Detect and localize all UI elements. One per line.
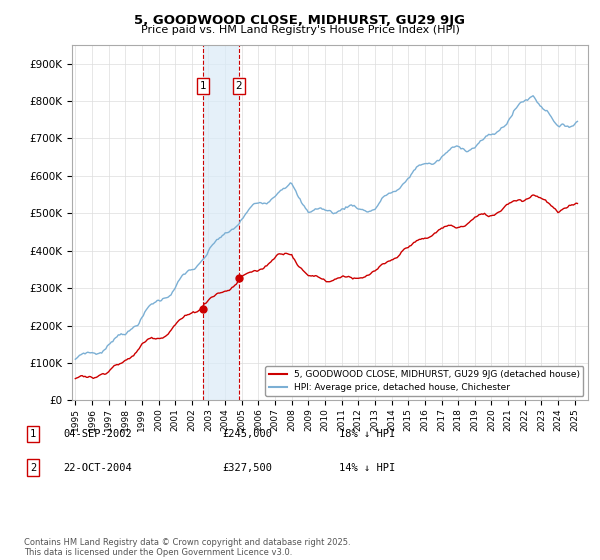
Legend: 5, GOODWOOD CLOSE, MIDHURST, GU29 9JG (detached house), HPI: Average price, deta: 5, GOODWOOD CLOSE, MIDHURST, GU29 9JG (d… bbox=[265, 366, 583, 396]
Text: £327,500: £327,500 bbox=[222, 463, 272, 473]
Text: 2: 2 bbox=[236, 81, 242, 91]
Text: 14% ↓ HPI: 14% ↓ HPI bbox=[339, 463, 395, 473]
Bar bbox=[203, 45, 239, 400]
Text: 1: 1 bbox=[30, 429, 36, 439]
Text: Price paid vs. HM Land Registry's House Price Index (HPI): Price paid vs. HM Land Registry's House … bbox=[140, 25, 460, 35]
Text: Contains HM Land Registry data © Crown copyright and database right 2025.
This d: Contains HM Land Registry data © Crown c… bbox=[24, 538, 350, 557]
Text: 04-SEP-2002: 04-SEP-2002 bbox=[63, 429, 132, 439]
Text: 18% ↓ HPI: 18% ↓ HPI bbox=[339, 429, 395, 439]
Text: £245,000: £245,000 bbox=[222, 429, 272, 439]
Text: 5, GOODWOOD CLOSE, MIDHURST, GU29 9JG: 5, GOODWOOD CLOSE, MIDHURST, GU29 9JG bbox=[134, 14, 466, 27]
Text: 2: 2 bbox=[30, 463, 36, 473]
Text: 1: 1 bbox=[200, 81, 206, 91]
Text: 22-OCT-2004: 22-OCT-2004 bbox=[63, 463, 132, 473]
